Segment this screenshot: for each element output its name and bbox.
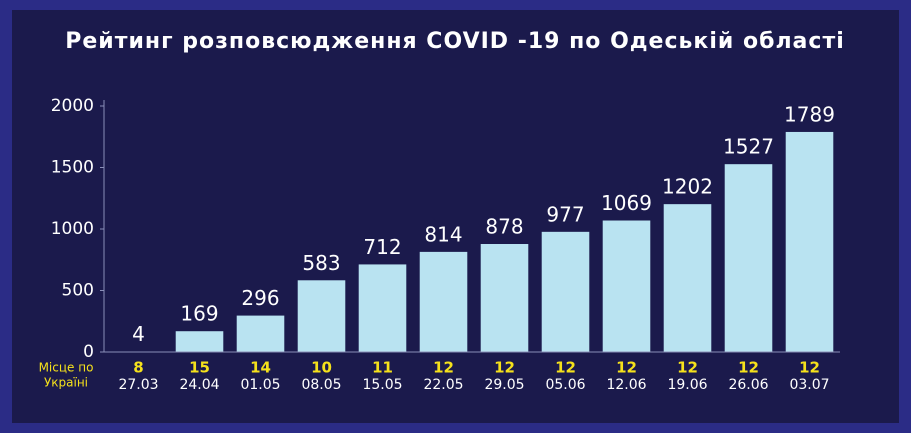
bar <box>358 264 407 352</box>
value-label: 169 <box>180 302 218 326</box>
value-label: 1069 <box>601 191 652 215</box>
x-tick-label: 05.06 <box>545 377 585 393</box>
y-tick-label: 0 <box>83 342 94 362</box>
bar <box>602 220 651 352</box>
rank-label: 14 <box>250 359 271 377</box>
value-label: 814 <box>424 222 462 246</box>
value-label: 1202 <box>662 175 713 199</box>
x-tick-label: 15.05 <box>362 377 402 393</box>
bar <box>175 331 224 352</box>
x-tick-label: 08.05 <box>301 377 341 393</box>
value-label: 977 <box>546 202 584 226</box>
value-label: 296 <box>241 286 279 310</box>
x-tick-label: 01.05 <box>240 377 280 393</box>
x-tick-label: 24.04 <box>179 377 219 393</box>
chart-title: Рейтинг розповсюдження COVID -19 по Одес… <box>65 29 844 54</box>
bar <box>236 315 285 352</box>
value-label: 4 <box>132 322 145 346</box>
bar <box>297 280 346 352</box>
x-tick-label: 12.06 <box>606 377 646 393</box>
rank-label: 11 <box>372 359 393 377</box>
bar <box>663 204 712 352</box>
value-label: 878 <box>485 215 523 239</box>
bar <box>724 164 773 352</box>
y-tick-label: 1000 <box>51 219 94 239</box>
rank-label: 12 <box>433 359 454 377</box>
rank-label: 12 <box>799 359 820 377</box>
value-label: 1789 <box>784 102 835 126</box>
y-tick-label: 500 <box>62 281 94 301</box>
rank-label: 12 <box>616 359 637 377</box>
rank-label: 15 <box>189 359 210 377</box>
rank-label: 12 <box>738 359 759 377</box>
x-tick-label: 22.05 <box>423 377 463 393</box>
value-label: 712 <box>363 235 401 259</box>
bar <box>541 231 590 352</box>
rank-row-label: Україні <box>44 376 88 390</box>
rank-label: 12 <box>494 359 515 377</box>
value-label: 1527 <box>723 135 774 159</box>
x-tick-label: 19.06 <box>667 377 707 393</box>
bar <box>480 244 529 352</box>
y-tick-label: 2000 <box>51 96 94 116</box>
x-tick-label: 03.07 <box>789 377 829 393</box>
rank-label: 12 <box>677 359 698 377</box>
rank-label: 12 <box>555 359 576 377</box>
x-tick-label: 27.03 <box>118 377 158 393</box>
x-tick-label: 29.05 <box>484 377 524 393</box>
value-label: 583 <box>302 251 340 275</box>
y-tick-label: 1500 <box>51 158 94 178</box>
rank-label: 8 <box>133 359 143 377</box>
bar <box>419 251 468 352</box>
rank-label: 10 <box>311 359 332 377</box>
x-tick-label: 26.06 <box>728 377 768 393</box>
bar <box>785 131 834 352</box>
rank-row-label: Місце по <box>39 361 94 375</box>
